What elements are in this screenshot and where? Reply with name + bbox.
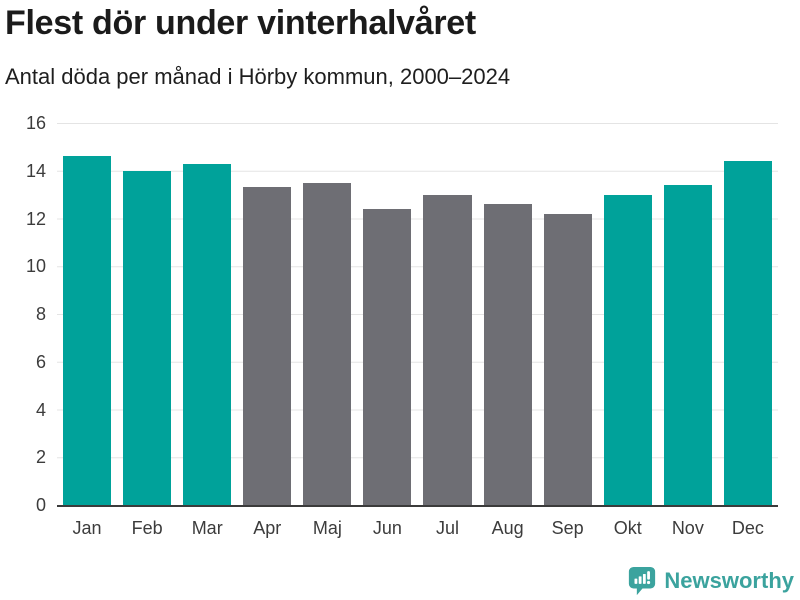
bar-slot-apr	[237, 123, 297, 505]
bar-slot-jul	[417, 123, 477, 505]
bar-jun	[363, 208, 412, 505]
bar-slot-okt	[598, 123, 658, 505]
bar-okt	[603, 194, 652, 505]
y-tick-16: 16	[25, 113, 46, 133]
bar-jul	[423, 194, 472, 505]
x-labels: Jan Feb Mar Apr Maj Jun Jul Aug Sep Okt Nov Dec	[57, 518, 778, 539]
x-label-jan: Jan	[72, 518, 102, 538]
x-label-nov: Nov	[671, 518, 704, 538]
x-label-aug: Aug	[491, 518, 524, 538]
y-tick-4: 4	[35, 399, 46, 420]
x-label-dec: Dec	[731, 518, 764, 538]
bar-slot-maj	[297, 123, 357, 505]
bar-slot-sep	[538, 123, 598, 505]
chart-subtitle: Antal döda per månad i Hörby kommun, 200…	[5, 64, 511, 89]
bar-slot-jun	[357, 123, 417, 505]
bar-slot-dec	[718, 123, 778, 505]
x-label-okt: Okt	[613, 518, 642, 538]
bar-feb	[123, 170, 172, 505]
x-label-sep: Sep	[551, 518, 584, 538]
y-tick-6: 6	[35, 351, 46, 372]
x-label-mar: Mar	[191, 518, 223, 538]
y-tick-10: 10	[25, 256, 46, 277]
x-label-apr: Apr	[253, 518, 282, 538]
brand-name: Newsworthy	[664, 568, 794, 593]
bar-nov	[663, 185, 712, 505]
bar-maj	[303, 182, 352, 505]
bar-jan	[63, 156, 112, 505]
bar-slot-aug	[478, 123, 538, 505]
bar-slot-mar	[177, 123, 237, 505]
x-label-jul: Jul	[436, 518, 460, 538]
newsworthy-logo[interactable]: Newsworthy	[627, 565, 794, 597]
bar-mar	[183, 163, 232, 505]
bar-slot-feb	[117, 123, 177, 505]
bar-sep	[543, 213, 592, 505]
bar-slot-nov	[658, 123, 718, 505]
bar-chart-speech-bubble-icon	[627, 565, 657, 597]
x-label-maj: Maj	[312, 518, 342, 538]
x-label-feb: Feb	[131, 518, 163, 538]
bar-dec	[723, 161, 772, 505]
x-label-jun: Jun	[372, 518, 402, 538]
y-axis: 0 2 4 6 8 10 12 14 16	[0, 114, 46, 514]
bars	[57, 123, 778, 505]
bar-aug	[483, 204, 532, 505]
bar-slot-jan	[57, 123, 117, 505]
bar-apr	[243, 187, 292, 505]
y-tick-12: 12	[25, 208, 46, 229]
y-tick-14: 14	[25, 160, 46, 181]
y-tick-0: 0	[35, 495, 46, 515]
y-tick-8: 8	[35, 304, 46, 324]
chart-title: Flest dör under vinterhalvåret	[5, 4, 476, 42]
y-tick-2: 2	[35, 447, 46, 468]
plot-area	[57, 123, 778, 507]
